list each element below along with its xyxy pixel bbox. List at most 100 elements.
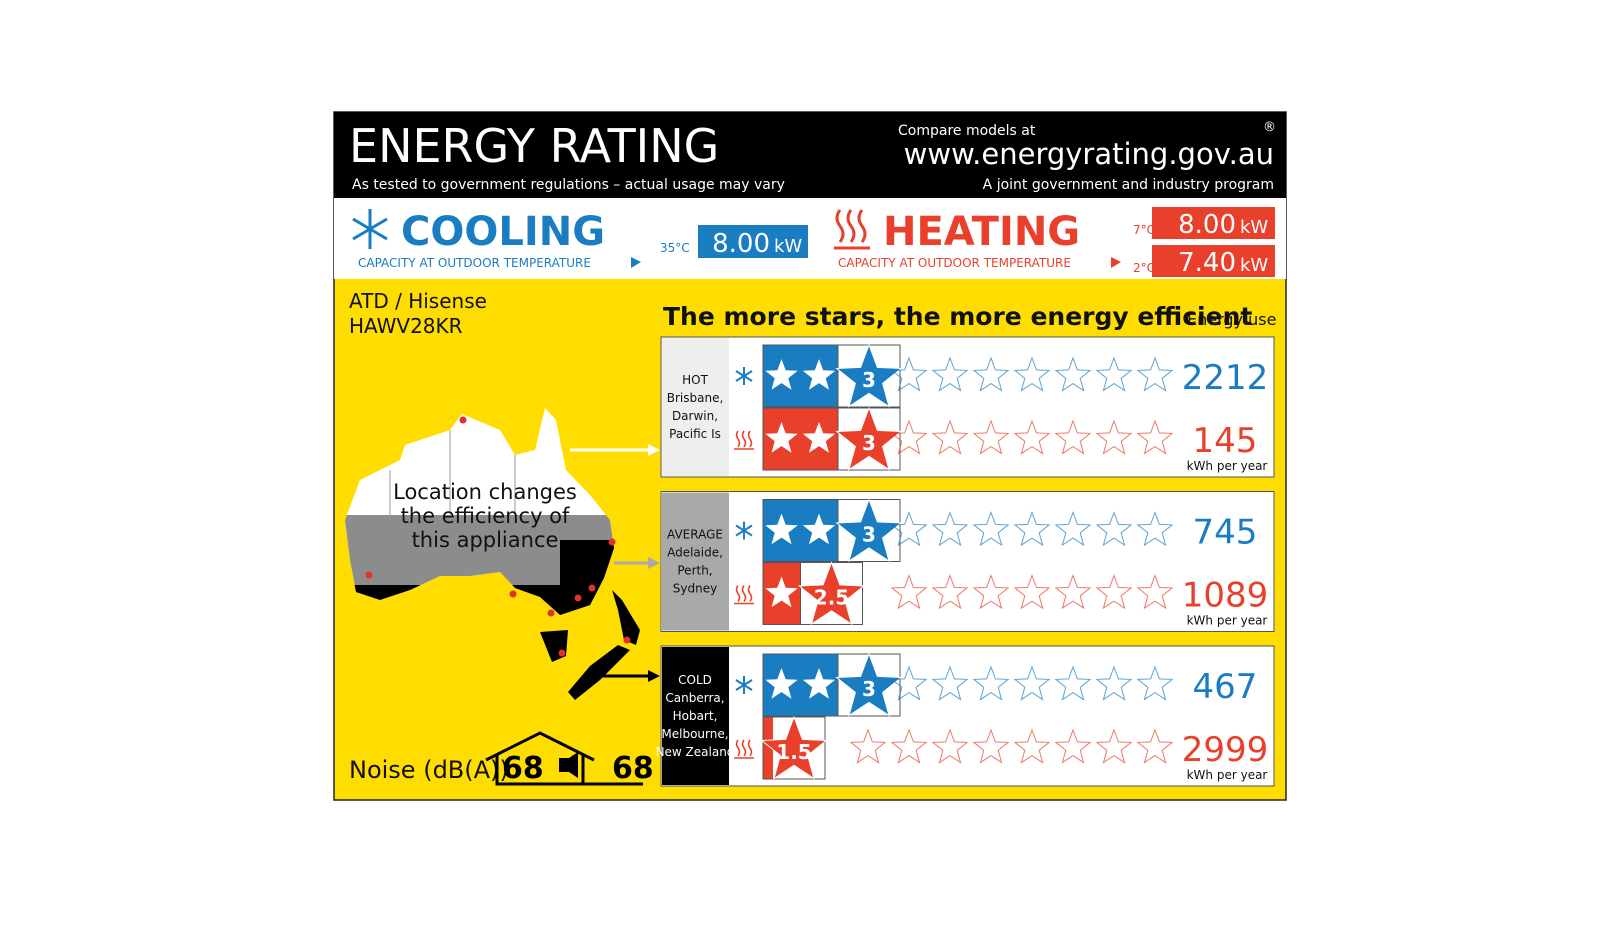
energy-use: 2212 [1182, 358, 1269, 398]
energy-unit: kWh per year [1187, 459, 1268, 473]
empty-star [1095, 574, 1133, 610]
heating-caption: CAPACITY AT OUTDOOR TEMPERATURE [838, 256, 1071, 270]
brand: ATD / Hisense [349, 289, 487, 313]
energy-use: 2999 [1182, 730, 1269, 770]
empty-star [1136, 419, 1174, 455]
empty-star [1013, 574, 1051, 610]
zone-place: Adelaide, [667, 546, 723, 560]
heating-label: HEATING [883, 209, 1080, 255]
header-band [334, 112, 1286, 198]
badge-star [835, 406, 903, 471]
empty-star [972, 728, 1010, 764]
star-fill [763, 717, 773, 779]
star-rating-number: 3 [862, 368, 876, 392]
zone-label-box [662, 338, 729, 476]
empty-star [890, 511, 928, 547]
icon-stroke [735, 679, 753, 691]
heating-unit: kW [1240, 255, 1268, 276]
cooling-capacity: 8.00 [712, 229, 770, 259]
badge-star [760, 715, 828, 780]
energy-use: 467 [1193, 667, 1258, 707]
zone-place: New Zealand [656, 745, 735, 759]
icon-stroke [735, 739, 741, 757]
empty-star [931, 356, 969, 392]
map-caption-line: Location changes [393, 480, 577, 504]
map-caption-line: the efficiency of [401, 504, 570, 528]
star-rating: 3 [762, 406, 1174, 471]
empty-star [1136, 665, 1174, 701]
heat-icon [834, 209, 870, 250]
empty-star [1095, 728, 1133, 764]
filled-star [802, 422, 836, 453]
icon-stroke [747, 430, 753, 448]
energy-use-label: Energy use [1187, 310, 1276, 329]
icon-stroke [735, 430, 741, 448]
empty-star [1095, 356, 1133, 392]
empty-star [931, 511, 969, 547]
star-rating-number: 3 [862, 431, 876, 455]
empty-star [1136, 511, 1174, 547]
title: ENERGY RATING [349, 119, 719, 173]
badge-star [835, 498, 903, 563]
icon-stroke [747, 585, 753, 602]
caption-arrow [631, 257, 641, 268]
cooling-caption: CAPACITY AT OUTDOOR TEMPERATURE [358, 256, 591, 270]
empty-star [890, 728, 928, 764]
icon-stroke [741, 430, 747, 448]
zone-name: COLD [678, 673, 712, 687]
zone-arrows [570, 444, 660, 682]
filled-star [765, 513, 798, 545]
zone-place: Darwin, [672, 409, 718, 423]
empty-star [1095, 419, 1133, 455]
heating-temp: 7°C [1133, 223, 1155, 237]
empty-star [972, 356, 1010, 392]
empty-star [890, 665, 928, 701]
badge-star [835, 652, 903, 717]
star-rating: 3 [762, 652, 1174, 717]
filled-star [765, 668, 798, 699]
snowflake-icon [735, 676, 753, 694]
energy-unit: kWh per year [1187, 768, 1268, 782]
filled-star [765, 576, 798, 608]
star-box [762, 344, 901, 408]
heat-icon [734, 739, 754, 759]
empty-star [972, 665, 1010, 701]
heat-icon [734, 430, 754, 450]
zone-place: Sydney [673, 582, 717, 596]
model-number: HAWV28KR [349, 314, 463, 338]
cooling-unit: kW [774, 236, 802, 257]
energy-unit: kWh per year [1187, 614, 1268, 628]
efficiency-title: The more stars, the more energy efficien… [663, 302, 1252, 331]
zone-place: Perth, [677, 564, 712, 578]
noise-label: Noise (dB(A)) [349, 756, 509, 784]
icon-stroke [735, 585, 741, 602]
star-box [762, 653, 901, 717]
noise-indoor: 68 [502, 751, 544, 786]
empty-star [1054, 665, 1092, 701]
caption-arrow [1111, 257, 1121, 268]
badge-star [797, 561, 866, 626]
zone-place: Hobart, [673, 709, 718, 723]
empty-star [1136, 356, 1174, 392]
heating-capacity: 8.00 [1178, 210, 1236, 240]
speaker-icon [559, 752, 578, 778]
empty-star [1013, 419, 1051, 455]
star-rating-number: 3 [862, 677, 876, 701]
empty-star [890, 356, 928, 392]
filled-star [765, 422, 798, 453]
star-box [762, 562, 863, 625]
icon-stroke [741, 585, 747, 602]
zone-name: HOT [682, 373, 708, 387]
snowflake-icon [352, 209, 388, 249]
empty-star [1054, 574, 1092, 610]
empty-star [890, 574, 928, 610]
empty-star [1136, 574, 1174, 610]
empty-star [1054, 356, 1092, 392]
filled-star [802, 668, 836, 699]
zone-label-box [662, 647, 729, 785]
star-rating: 2.5 [762, 561, 1174, 626]
city-dots [365, 416, 631, 657]
filled-star [765, 359, 798, 390]
cooling-capacity-box [698, 225, 808, 258]
